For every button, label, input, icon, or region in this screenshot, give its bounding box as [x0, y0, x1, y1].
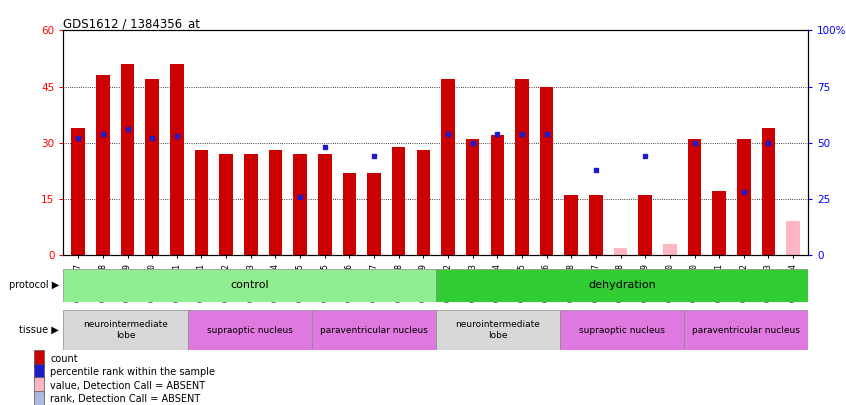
Bar — [442, 79, 455, 255]
Text: protocol ▶: protocol ▶ — [9, 280, 59, 290]
Bar — [737, 139, 750, 255]
Bar — [219, 154, 233, 255]
Text: dehydration: dehydration — [588, 280, 656, 290]
Bar — [343, 173, 356, 255]
Bar — [515, 79, 529, 255]
Bar — [684, 310, 808, 350]
Bar — [416, 150, 430, 255]
Bar — [466, 139, 480, 255]
Bar — [436, 310, 560, 350]
Bar — [639, 195, 652, 255]
Bar — [614, 247, 628, 255]
Bar — [71, 128, 85, 255]
Bar — [63, 310, 188, 350]
Bar — [96, 75, 110, 255]
Bar — [564, 195, 578, 255]
Bar — [63, 269, 436, 302]
Bar — [195, 150, 208, 255]
Bar — [188, 310, 311, 350]
Bar — [146, 79, 159, 255]
Bar — [491, 135, 504, 255]
Bar — [688, 139, 701, 255]
Bar — [560, 310, 684, 350]
Text: paraventricular nucleus: paraventricular nucleus — [692, 326, 799, 335]
Bar — [589, 195, 602, 255]
Text: GDS1612 / 1384356_at: GDS1612 / 1384356_at — [63, 17, 200, 30]
Text: supraoptic nucleus: supraoptic nucleus — [206, 326, 293, 335]
Bar — [761, 128, 775, 255]
Bar — [170, 64, 184, 255]
Bar — [34, 377, 44, 394]
Bar — [34, 364, 44, 381]
Bar — [392, 147, 405, 255]
Text: neurointermediate
lobe: neurointermediate lobe — [83, 320, 168, 340]
Text: supraoptic nucleus: supraoptic nucleus — [579, 326, 665, 335]
Bar — [34, 350, 44, 367]
Bar — [318, 154, 332, 255]
Text: count: count — [50, 354, 78, 364]
Bar — [367, 173, 381, 255]
Bar — [436, 269, 808, 302]
Bar — [787, 222, 800, 255]
Bar — [311, 310, 436, 350]
Bar — [540, 87, 553, 255]
Text: control: control — [230, 280, 269, 290]
Text: value, Detection Call = ABSENT: value, Detection Call = ABSENT — [50, 381, 206, 391]
Text: neurointermediate
lobe: neurointermediate lobe — [455, 320, 540, 340]
Bar — [712, 192, 726, 255]
Bar — [121, 64, 135, 255]
Text: tissue ▶: tissue ▶ — [19, 325, 59, 335]
Text: percentile rank within the sample: percentile rank within the sample — [50, 367, 216, 377]
Bar — [294, 154, 307, 255]
Bar — [244, 154, 257, 255]
Text: paraventricular nucleus: paraventricular nucleus — [320, 326, 427, 335]
Bar — [663, 244, 677, 255]
Bar — [269, 150, 283, 255]
Text: rank, Detection Call = ABSENT: rank, Detection Call = ABSENT — [50, 394, 201, 405]
Bar — [34, 391, 44, 405]
